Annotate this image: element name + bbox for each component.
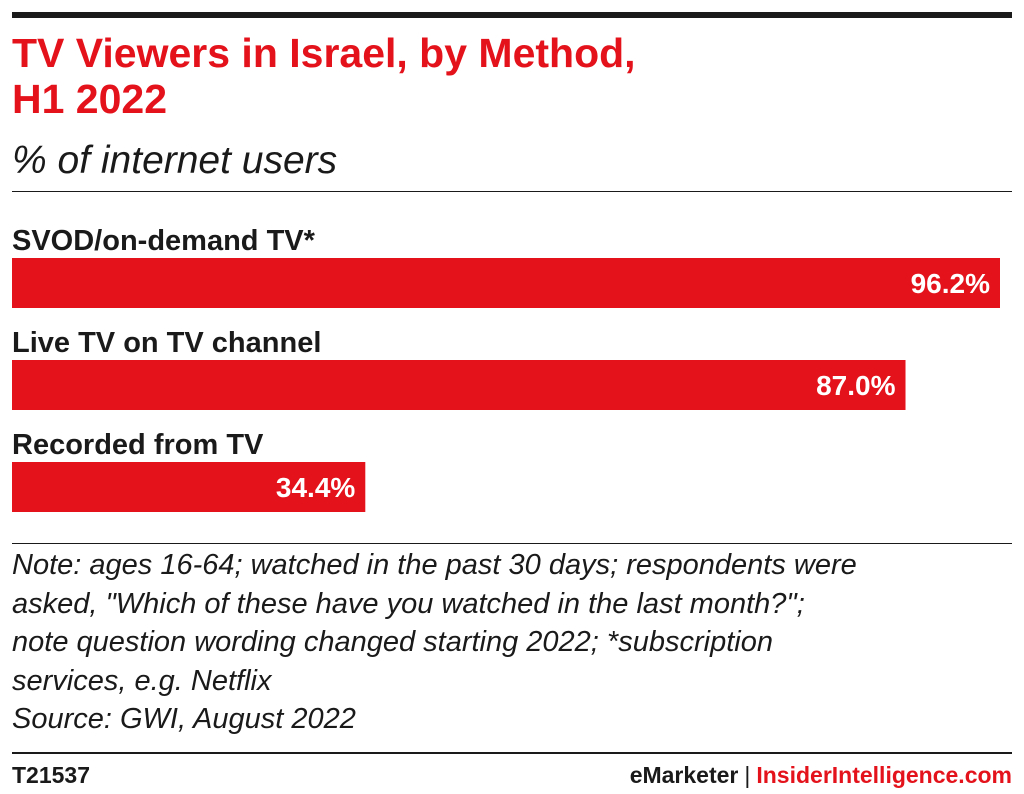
- value-label: 87.0%: [816, 370, 895, 401]
- header-divider: [12, 191, 1012, 192]
- category-label: Recorded from TV: [12, 429, 264, 461]
- bar: [12, 258, 1000, 308]
- chart-id: T21537: [12, 762, 91, 788]
- footer-rule: [12, 752, 1012, 754]
- note-line-4: services, e.g. Netflix: [12, 664, 272, 697]
- category-label: Live TV on TV channel: [12, 327, 321, 359]
- note-line-2: asked, "Which of these have you watched …: [12, 587, 805, 620]
- category-label: SVOD/on-demand TV*: [12, 225, 316, 257]
- source-line: Source: GWI, August 2022: [12, 703, 356, 735]
- chart-title-line-2: H1 2022: [12, 76, 168, 122]
- note-line-3: note question wording changed starting 2…: [12, 626, 773, 658]
- chart-title-line-1: TV Viewers in Israel, by Method,: [12, 30, 636, 76]
- brand-insider-intelligence[interactable]: InsiderIntelligence.com: [756, 762, 1012, 788]
- bar: [12, 462, 366, 512]
- chart-title: TV Viewers in Israel, by Method, H1 2022: [12, 30, 912, 122]
- value-label: 34.4%: [276, 472, 355, 503]
- footer-brand: eMarketer | InsiderIntelligence.com: [630, 762, 1012, 789]
- chart-subtitle: % of internet users: [12, 139, 338, 182]
- note-line-1: Note: ages 16-64; watched in the past 30…: [12, 549, 857, 581]
- chart-notes: Note: ages 16-64; watched in the past 30…: [12, 546, 1012, 739]
- brand-separator: |: [744, 762, 751, 788]
- top-rule: [12, 12, 1012, 18]
- brand-emarketer: eMarketer: [629, 762, 739, 788]
- value-label: 96.2%: [911, 268, 990, 299]
- notes-divider: [12, 543, 1012, 544]
- bar: [12, 360, 906, 410]
